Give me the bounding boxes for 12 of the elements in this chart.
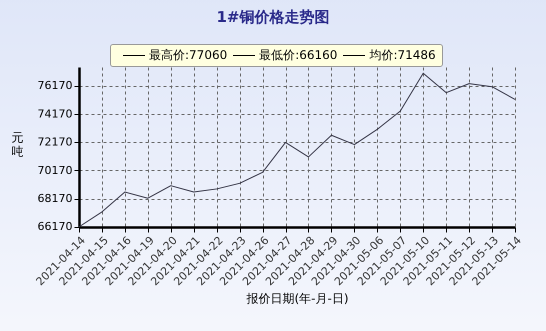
y-tick-label: 68170 <box>38 192 72 206</box>
y-axis-title: 元吨 <box>12 130 24 158</box>
x-axis-title: 报价日期(年-月-日) <box>245 291 349 306</box>
text: 最高价:77060 <box>149 48 228 62</box>
y-tick-label: 74170 <box>38 107 72 120</box>
y-tick-label: 72170 <box>38 136 72 149</box>
y-tick-label: 66170 <box>38 220 72 234</box>
text: 最低价:66160 <box>259 48 338 62</box>
y-tick-label: 70170 <box>38 164 72 177</box>
y-tick-label: 76170 <box>38 79 72 92</box>
text: 均价:71486 <box>369 48 436 62</box>
chart-title: 1#铜价格走势图 <box>215 8 330 27</box>
